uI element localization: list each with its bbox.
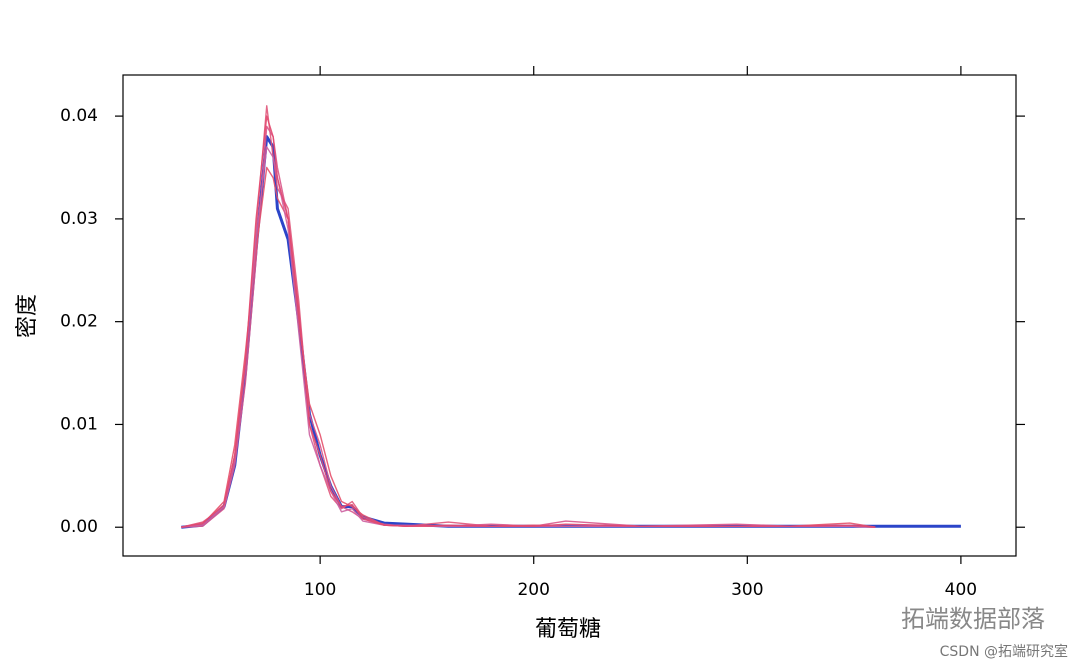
x-tick-label: 100: [304, 580, 336, 600]
y-tick-label: 0.01: [60, 414, 98, 434]
y-tick-label: 0.04: [60, 106, 98, 126]
density-line: [181, 146, 876, 528]
y-tick-label: 0.02: [60, 312, 98, 332]
watermark: 拓端数据部落: [901, 605, 1045, 633]
y-axis-label: 密度: [15, 294, 40, 338]
credit: CSDN @拓端研究室: [940, 643, 1068, 660]
density-line: [181, 105, 876, 528]
density-line: [181, 115, 876, 528]
x-tick-label: 300: [731, 580, 763, 600]
y-tick-label: 0.00: [60, 517, 98, 537]
x-tick-label: 400: [945, 580, 977, 600]
y-tick-label: 0.03: [60, 209, 98, 229]
density-line: [181, 125, 876, 528]
plot-frame: [122, 74, 1017, 557]
x-tick-label: 200: [517, 580, 549, 600]
x-axis-label: 葡萄糖: [535, 617, 601, 642]
density-line: [181, 166, 876, 528]
